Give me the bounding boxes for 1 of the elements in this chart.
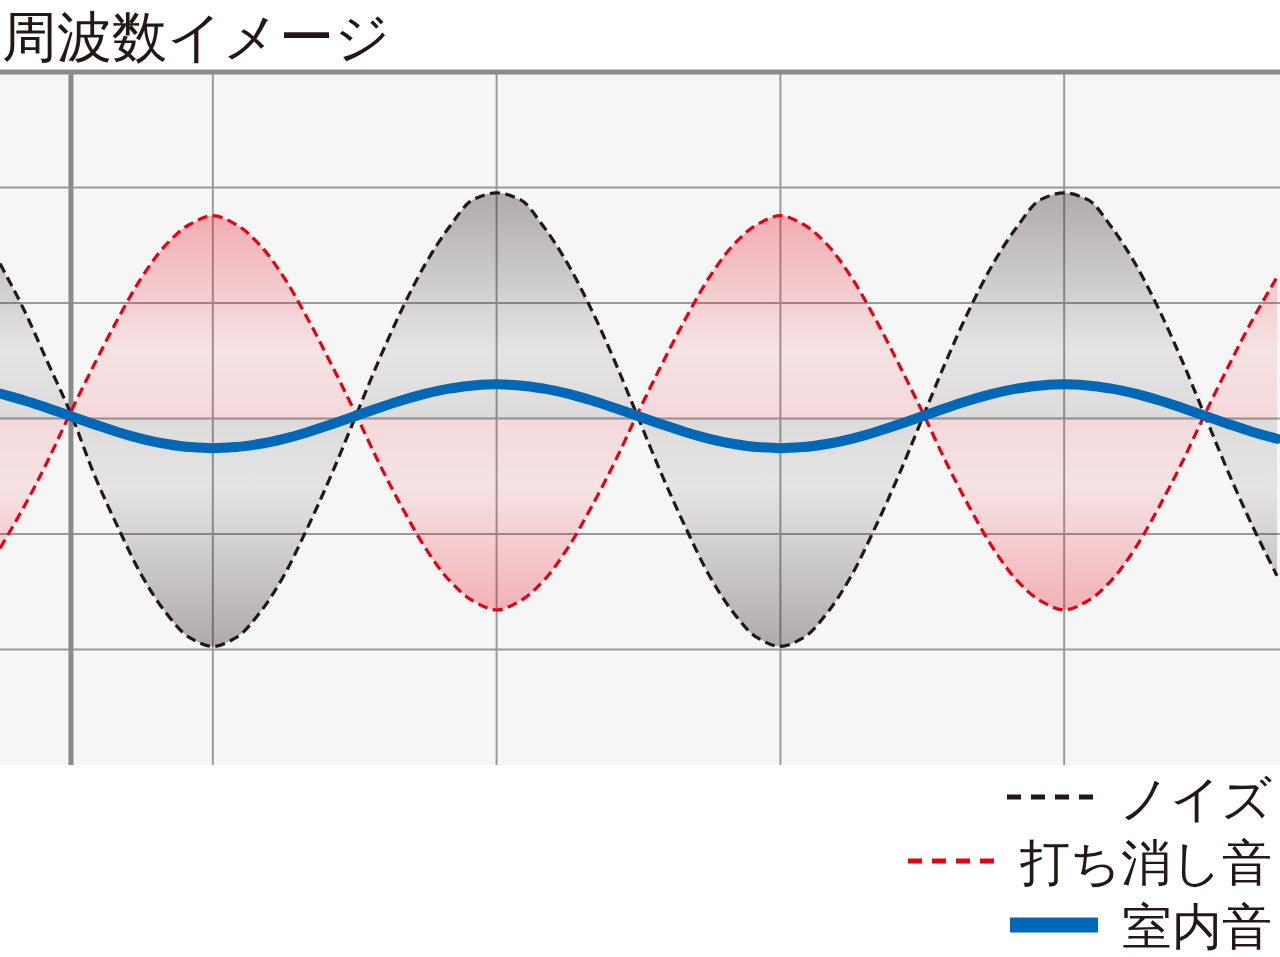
title: 周波数イメージ [2, 5, 390, 69]
